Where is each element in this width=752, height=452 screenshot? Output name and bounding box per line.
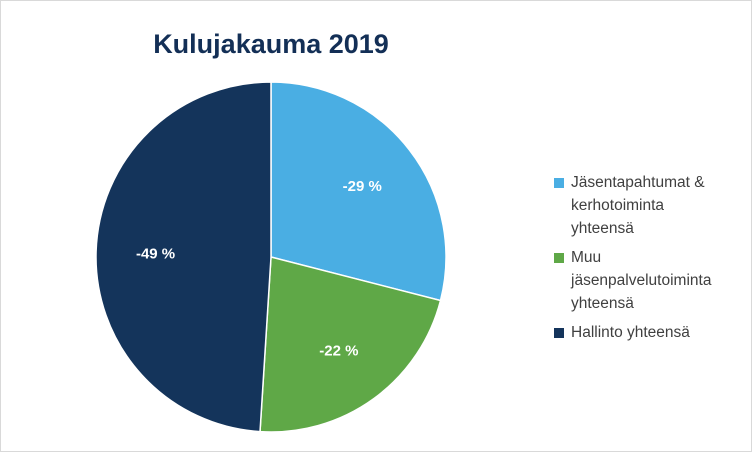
legend-label: yhteensä [571, 295, 634, 312]
chart-title: Kulujakauma 2019 [153, 29, 389, 59]
legend-label: yhteensä [571, 220, 634, 237]
legend-swatch [554, 178, 564, 188]
legend-label: jäsenpalvelutoiminta [571, 272, 712, 289]
data-label-muu-jasenpalvelu: -22 % [319, 342, 358, 359]
legend-label: kerhotoiminta [571, 197, 665, 214]
legend-swatch [554, 253, 564, 263]
slice-muu-jasenpalvelu [259, 256, 442, 433]
data-label-jasentapahtumat: -29 % [343, 178, 382, 195]
data-label-hallinto: -49 % [136, 245, 175, 262]
legend-label: Muu [571, 249, 602, 266]
legend-label: Jäsentapahtumat & [571, 174, 705, 191]
legend-label: Hallinto yhteensä [571, 324, 690, 341]
legend-swatch [554, 328, 564, 338]
legend-item-jasentapahtumat: Jäsentapahtumat & kerhotoiminta yhteensä [554, 171, 744, 240]
chart-legend: Jäsentapahtumat & kerhotoiminta yhteensä Mu… [554, 171, 744, 350]
legend-item-hallinto: Hallinto yhteensä [554, 321, 744, 344]
slice-jasentapahtumat [270, 81, 447, 302]
slice-hallinto [95, 81, 272, 433]
legend-item-muu-jasenpalvelu: Muu jäsenpalvelutoiminta yhteensä [554, 246, 744, 315]
